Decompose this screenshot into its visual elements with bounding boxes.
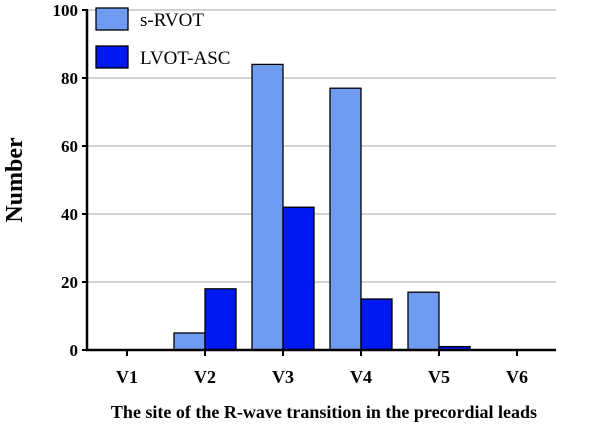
legend: s-RVOT LVOT-ASC [95,7,230,69]
x-axis-title: The site of the R-wave transition in the… [111,402,537,422]
x-tick-label: V1 [116,367,138,387]
x-tick-label: V3 [272,367,294,387]
bars [173,63,471,351]
bar-s-rvot-v3 [251,63,284,351]
legend-swatch-lvot-asc [95,45,129,69]
legend-label: s-RVOT [140,10,204,31]
y-ticks: 0 20 40 60 80 100 [53,1,88,360]
x-ticks: V1 V2 V3 V4 V5 V6 [116,350,528,387]
x-tick-label: V2 [194,367,216,387]
bar-lvot-asc-v3 [282,206,315,351]
y-tick-label: 100 [53,1,79,20]
bar-s-rvot-v2 [173,332,206,351]
bar-lvot-asc-v4 [360,298,393,351]
y-tick-label: 20 [61,273,78,292]
legend-label: LVOT-ASC [140,48,230,69]
bar-lvot-asc-v2 [204,288,237,351]
gridlines [88,9,556,283]
y-tick-label: 40 [61,205,78,224]
y-tick-label: 0 [70,341,79,360]
x-tick-label: V6 [506,367,528,387]
legend-swatch-s-rvot [95,7,129,31]
y-axis-title: Number [2,137,28,223]
y-tick-label: 80 [61,69,78,88]
bar-s-rvot-v4 [329,87,362,351]
x-tick-label: V5 [428,367,450,387]
bar-s-rvot-v5 [407,291,440,351]
axes [85,10,556,352]
y-tick-label: 60 [61,137,78,156]
x-tick-label: V4 [350,367,372,387]
